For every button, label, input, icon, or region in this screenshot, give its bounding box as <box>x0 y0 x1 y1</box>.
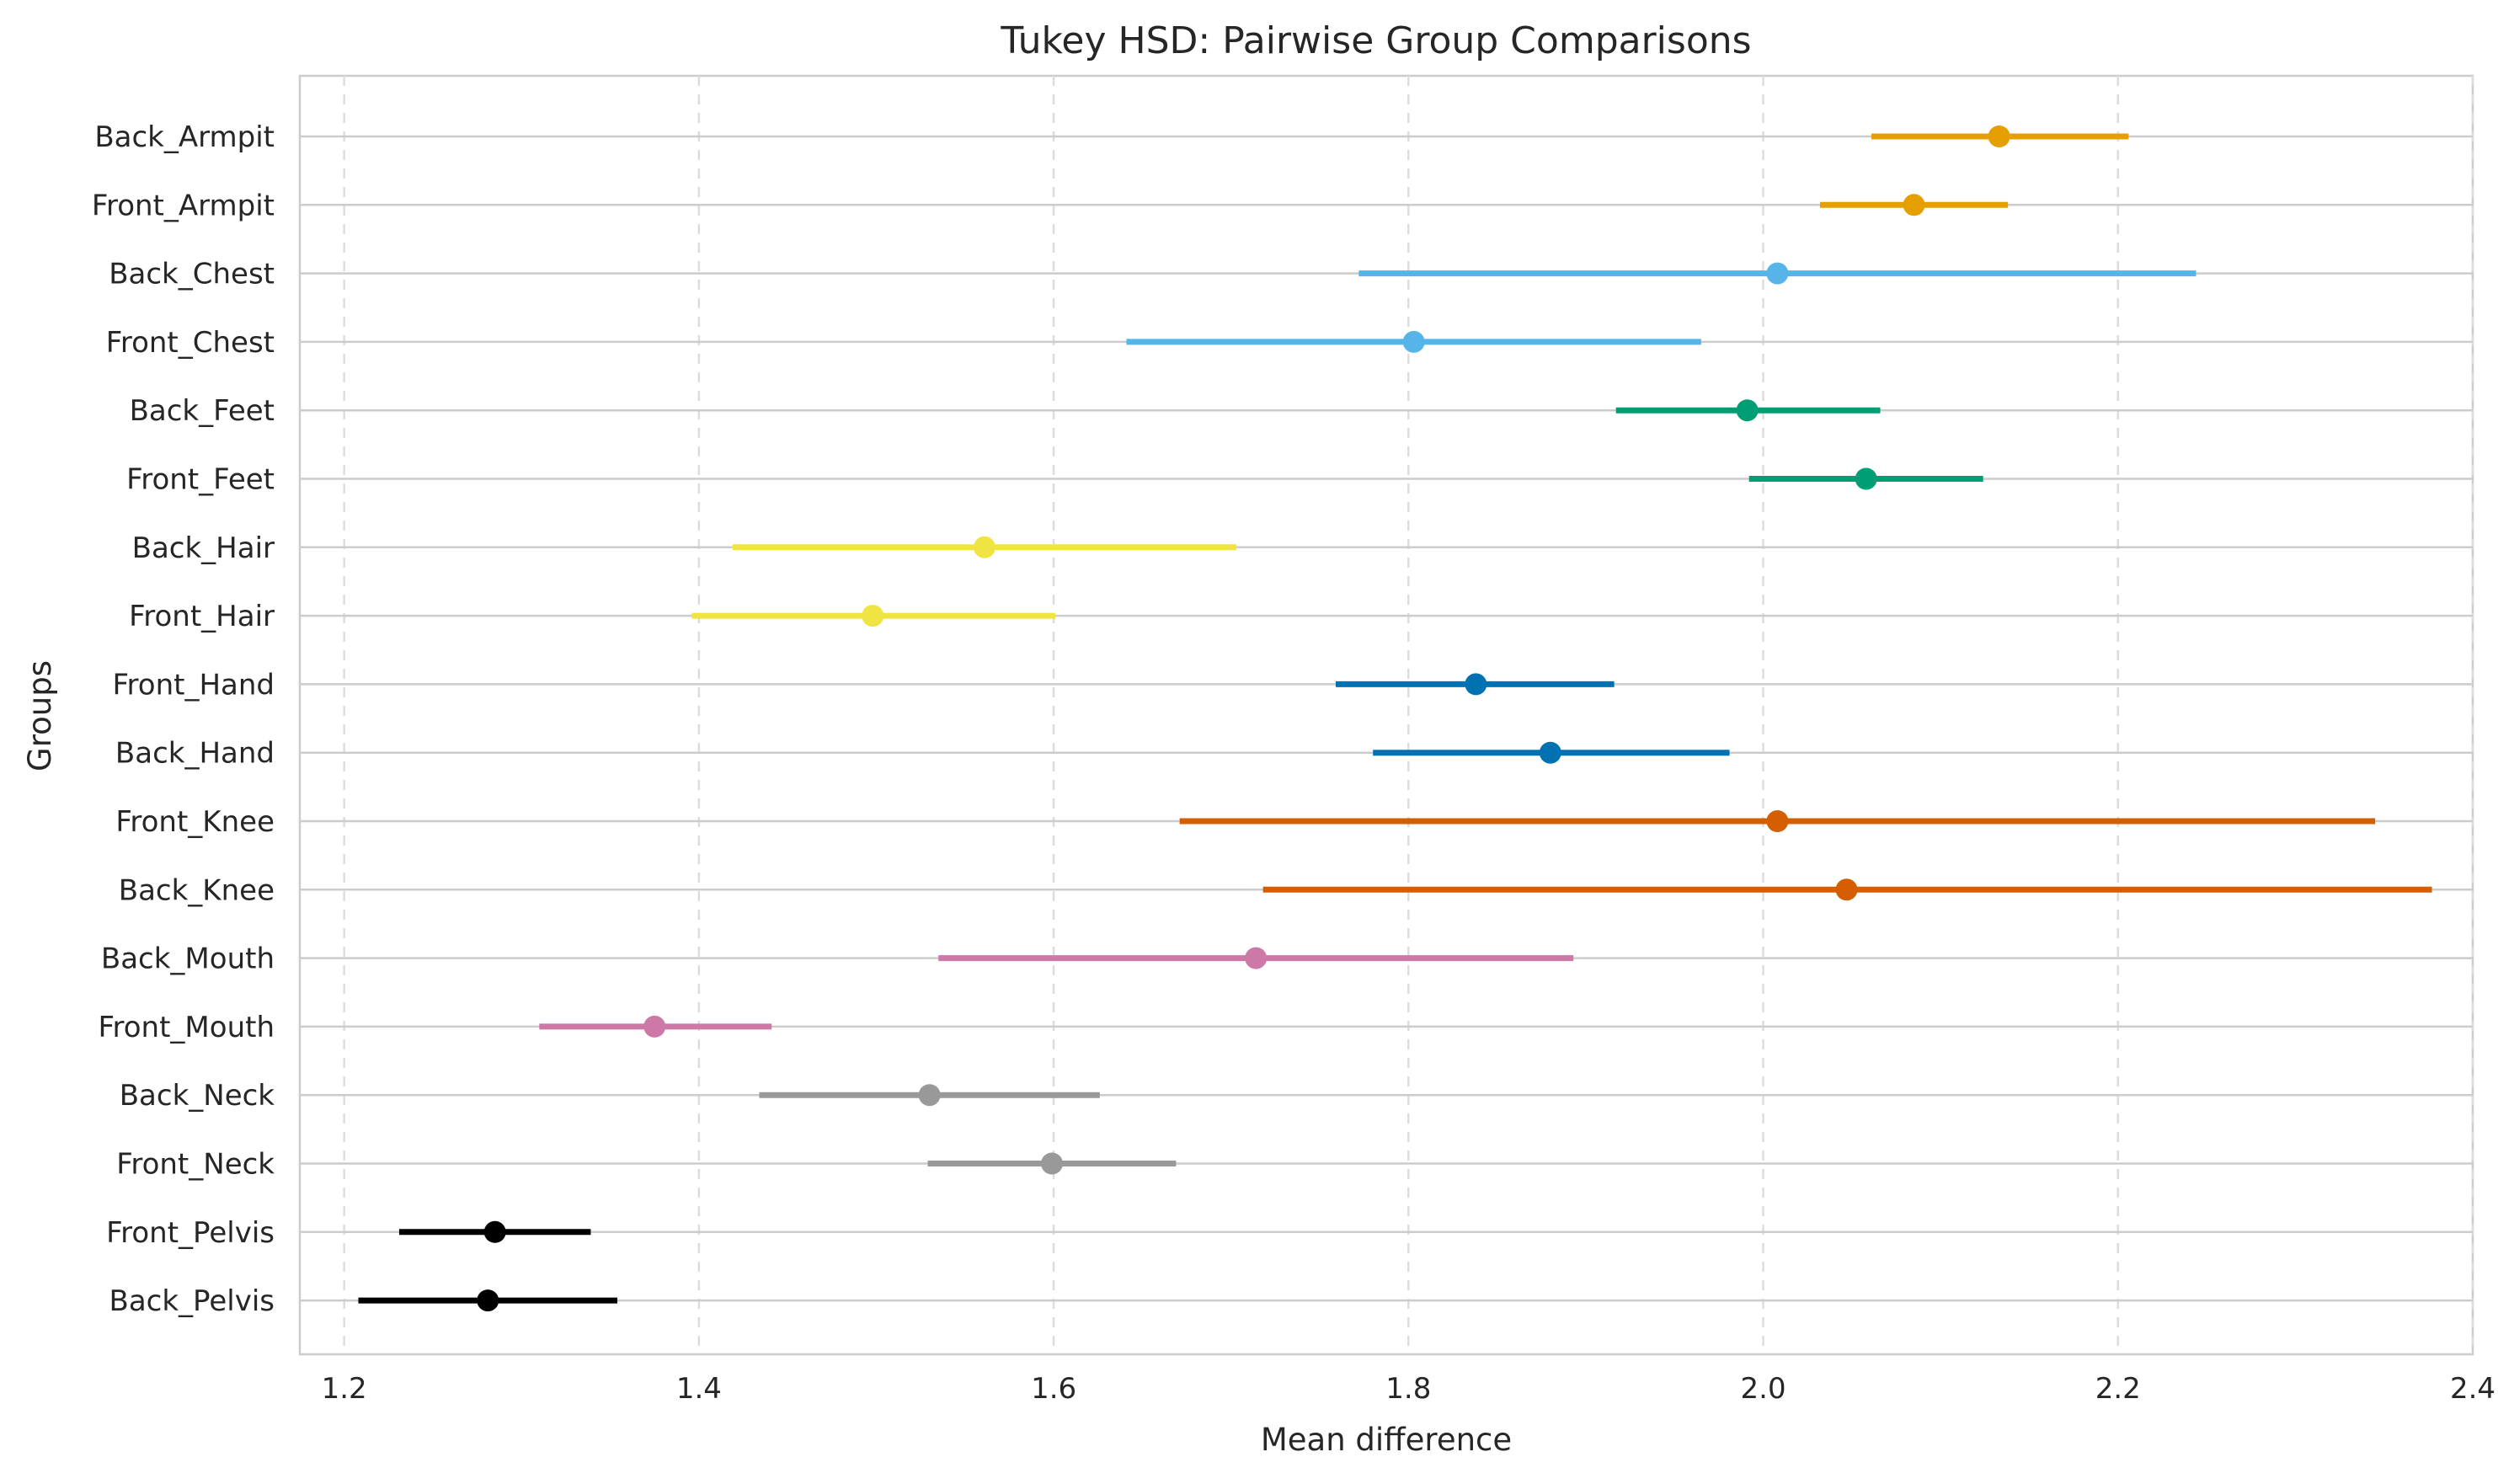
mean-marker-front-hand <box>1465 673 1487 696</box>
mean-marker-back-hair <box>973 536 995 558</box>
y-tick-label-front-chest: Front_Chest <box>106 326 275 360</box>
confidence-intervals <box>358 125 2432 1312</box>
x-axis-ticks: 1.2 1.4 1.6 1.8 2.0 2.2 2.4 <box>322 1372 2495 1406</box>
x-tick-label: 2.4 <box>2450 1372 2495 1406</box>
y-tick-label-front-pelvis: Front_Pelvis <box>106 1216 275 1250</box>
y-tick-label-back-mouth: Back_Mouth <box>101 942 275 976</box>
plot-area <box>298 74 2474 1356</box>
mean-marker-front-pelvis <box>483 1220 506 1243</box>
x-tick-label: 1.6 <box>1031 1372 1076 1406</box>
mean-marker-front-knee <box>1766 810 1789 832</box>
x-tick-label: 2.2 <box>2095 1372 2141 1406</box>
y-tick-label-front-hand: Front_Hand <box>112 668 275 702</box>
mean-marker-back-feet <box>1736 399 1759 422</box>
mean-marker-back-knee <box>1835 878 1858 901</box>
y-tick-label-back-pelvis: Back_Pelvis <box>109 1284 275 1318</box>
mean-marker-front-mouth <box>643 1015 666 1038</box>
y-tick-label-front-neck: Front_Neck <box>116 1148 275 1182</box>
y-axis-ticks: Back_Armpit Front_Armpit Back_Chest Front_C… <box>92 120 275 1318</box>
mean-marker-back-neck <box>918 1084 941 1107</box>
mean-marker-front-neck <box>1040 1152 1063 1175</box>
y-tick-label-back-hair: Back_Hair <box>132 531 275 565</box>
mean-marker-back-armpit <box>1988 125 2010 147</box>
mean-marker-back-hand <box>1539 741 1561 764</box>
y-tick-label-front-armpit: Front_Armpit <box>92 189 275 222</box>
x-tick-label: 1.4 <box>676 1372 722 1406</box>
mean-marker-back-pelvis <box>477 1289 499 1312</box>
mean-marker-front-feet <box>1855 467 1877 490</box>
y-axis-label: Groups <box>22 660 58 771</box>
y-tick-label-back-hand: Back_Hand <box>115 737 275 771</box>
y-tick-label-back-chest: Back_Chest <box>109 258 275 291</box>
x-tick-label: 1.8 <box>1385 1372 1431 1406</box>
y-tick-label-front-knee: Front_Knee <box>115 805 275 839</box>
x-axis-label: Mean difference <box>1261 1422 1512 1458</box>
x-tick-label: 2.0 <box>1741 1372 1786 1406</box>
mean-marker-back-mouth <box>1245 947 1268 969</box>
mean-marker-front-armpit <box>1903 194 1925 216</box>
mean-marker-front-chest <box>1402 330 1425 353</box>
chart-title: Tukey HSD: Pairwise Group Comparisons <box>1000 19 1751 62</box>
x-tick-label: 1.2 <box>322 1372 367 1406</box>
y-tick-label-back-knee: Back_Knee <box>119 873 275 907</box>
y-tick-label-back-neck: Back_Neck <box>120 1079 275 1113</box>
mean-marker-back-chest <box>1766 262 1789 285</box>
y-tick-label-front-hair: Front_Hair <box>129 600 275 633</box>
y-tick-label-front-feet: Front_Feet <box>126 463 275 497</box>
y-tick-label-back-armpit: Back_Armpit <box>94 120 275 154</box>
mean-marker-front-hair <box>862 605 884 627</box>
y-tick-label-front-mouth: Front_Mouth <box>98 1011 275 1044</box>
y-tick-label-back-feet: Back_Feet <box>130 394 275 428</box>
